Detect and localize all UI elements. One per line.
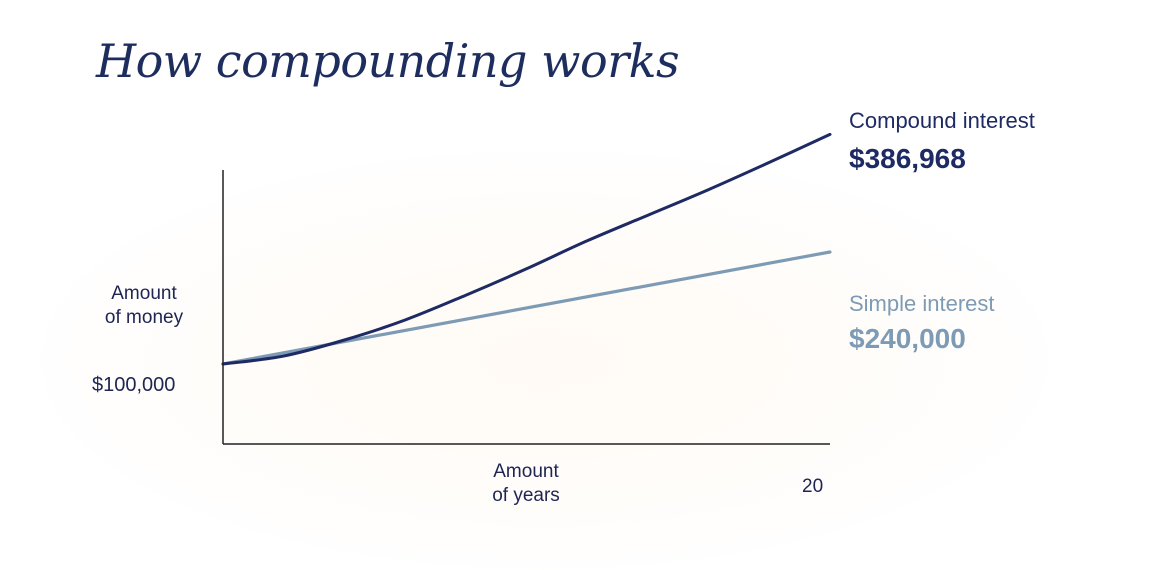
compound-interest-line bbox=[221, 132, 832, 366]
x-axis-label-line: Amount bbox=[493, 461, 559, 482]
x-axis-label: Amount of years bbox=[470, 460, 582, 508]
page-title: How compounding works bbox=[96, 34, 680, 88]
simple-series-label: Simple interest bbox=[849, 291, 995, 316]
y-axis-label-line: Amount bbox=[111, 283, 177, 304]
x-axis-label-line: of years bbox=[492, 485, 560, 506]
series-layer bbox=[221, 132, 832, 366]
x-tick-label: 20 bbox=[802, 476, 824, 497]
y-tick-label: $100,000 bbox=[92, 374, 176, 396]
y-axis-label-line: of money bbox=[104, 307, 184, 328]
chart-plot-area bbox=[221, 132, 832, 445]
simple-end-value: $240,000 bbox=[849, 323, 966, 354]
y-axis-label: Amount of money bbox=[88, 282, 200, 330]
compound-end-value: $386,968 bbox=[849, 143, 966, 174]
compound-series-label: Compound interest bbox=[849, 108, 1035, 133]
